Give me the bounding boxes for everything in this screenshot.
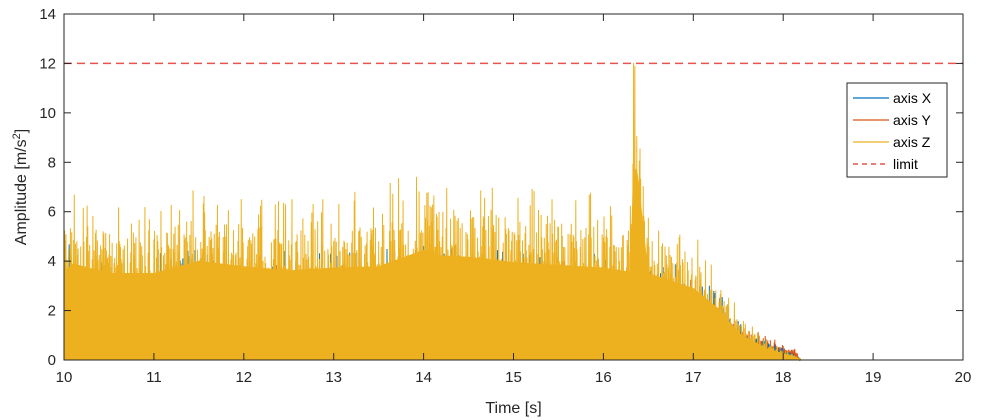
y-tick-label: 2 <box>48 303 56 320</box>
x-tick-label: 20 <box>955 369 972 386</box>
x-tick-label: 14 <box>415 369 432 386</box>
x-tick-label: 11 <box>146 369 162 386</box>
x-tick-label: 13 <box>325 369 342 386</box>
y-tick-label: 14 <box>39 6 56 23</box>
series-body-axis-z <box>64 169 963 360</box>
legend-label: limit <box>893 156 918 172</box>
x-tick-label: 17 <box>685 369 702 386</box>
plot-area <box>63 62 964 362</box>
x-tick-label: 18 <box>775 369 792 386</box>
x-axis-label: Time [s] <box>485 400 541 417</box>
y-axis-label: Amplitude [m/s2] <box>11 129 30 245</box>
legend: axis X axis Y axis Z limit <box>846 82 948 178</box>
axis-ticks: 10 11 12 13 14 15 16 17 18 19 20 0 2 4 6 8 10 12 14 <box>39 6 971 386</box>
x-tick-label: 10 <box>56 369 73 386</box>
y-tick-label: 10 <box>39 105 56 122</box>
x-tick-label: 16 <box>595 369 612 386</box>
x-tick-label: 15 <box>505 369 522 386</box>
y-tick-label: 6 <box>48 204 56 221</box>
legend-box <box>846 82 948 178</box>
x-tick-label: 19 <box>865 369 882 386</box>
y-tick-label: 0 <box>48 352 56 369</box>
x-tick-label: 12 <box>235 369 252 386</box>
legend-label: axis X <box>893 90 932 106</box>
y-tick-label: 4 <box>48 253 56 270</box>
legend-label: axis Z <box>893 134 931 150</box>
y-tick-label: 8 <box>48 154 56 171</box>
y-axis-label-superscript: 2 <box>11 133 23 139</box>
y-axis-label-end: ] <box>13 129 30 133</box>
y-tick-label: 12 <box>39 55 56 72</box>
legend-label: axis Y <box>893 112 932 128</box>
y-axis-label-main: Amplitude [m/s <box>13 139 30 245</box>
